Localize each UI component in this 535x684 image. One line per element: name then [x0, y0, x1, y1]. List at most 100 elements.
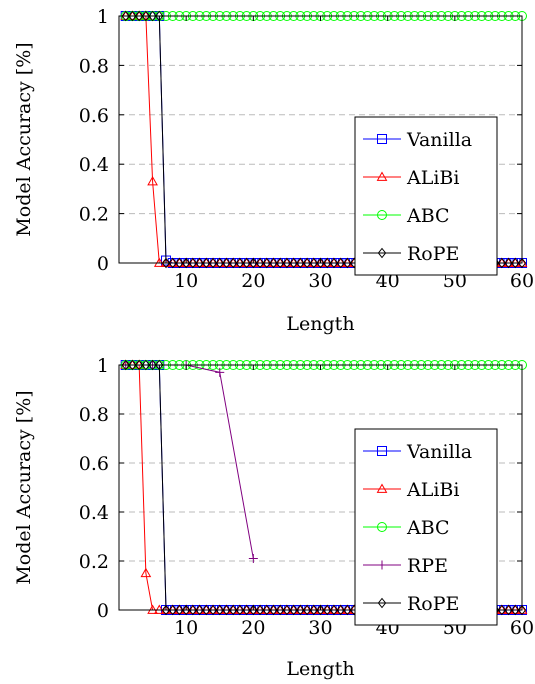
- data-point-rope: [329, 257, 339, 269]
- data-point-alibi: [268, 257, 279, 267]
- legend-label: ALiBi: [406, 479, 459, 501]
- data-point-rope: [148, 10, 157, 22]
- y-tick-label: 0: [97, 253, 109, 275]
- data-point-alibi: [214, 257, 226, 267]
- data-point-rope: [128, 10, 137, 22]
- data-point-alibi: [315, 604, 326, 614]
- x-tick-label: 60: [510, 617, 534, 639]
- y-tick-label: 0.2: [79, 204, 109, 226]
- y-tick-label: 0.4: [79, 502, 109, 524]
- data-point-alibi: [187, 257, 199, 267]
- legend-label: RoPE: [407, 593, 459, 615]
- legend: Vanilla ALiBi ABC RoPE: [354, 116, 498, 276]
- data-point-rope: [208, 257, 218, 269]
- data-point-rope: [168, 257, 177, 269]
- data-point-alibi: [160, 604, 172, 614]
- data-point-rope: [336, 257, 345, 269]
- y-tick-label: 0.6: [79, 105, 109, 127]
- data-point-rope: [202, 604, 211, 616]
- data-point-alibi: [241, 604, 252, 614]
- data-point-alibi: [167, 604, 179, 614]
- data-point-alibi: [335, 257, 347, 267]
- data-point-rope: [168, 604, 177, 616]
- y-tick-label: 0.8: [79, 404, 109, 426]
- data-point-alibi: [274, 604, 286, 614]
- y-tick-label: 0.6: [79, 453, 109, 475]
- data-point-rope: [141, 359, 151, 371]
- data-point-alibi: [214, 604, 226, 614]
- data-point-rope: [255, 604, 265, 616]
- data-point-rope: [215, 257, 224, 269]
- data-point-alibi: [147, 175, 158, 186]
- data-point-alibi: [496, 257, 508, 267]
- legend-label: RoPE: [407, 243, 459, 265]
- data-point-rope: [329, 604, 339, 616]
- data-point-rope: [188, 257, 198, 269]
- data-point-rope: [141, 10, 151, 22]
- data-point-rope: [302, 604, 312, 616]
- data-point-alibi: [221, 257, 232, 267]
- legend-label: ALiBi: [406, 167, 459, 189]
- data-point-alibi: [234, 257, 246, 267]
- data-point-alibi: [509, 257, 521, 267]
- data-point-alibi: [254, 604, 266, 614]
- legend: Vanilla ALiBi ABC RPE RoPE: [354, 428, 498, 626]
- data-point-rpe: [215, 367, 225, 377]
- data-point-rope: [302, 257, 312, 269]
- data-point-alibi: [308, 604, 320, 614]
- data-point-rope: [228, 604, 238, 616]
- data-point-rope: [497, 604, 507, 616]
- data-point-rope: [181, 257, 191, 269]
- data-point-rope: [155, 359, 164, 371]
- y-tick-label: 1: [97, 6, 109, 28]
- data-point-alibi: [288, 257, 299, 267]
- data-point-rope: [262, 604, 272, 616]
- legend-marker-rope: [377, 597, 387, 609]
- data-point-alibi: [516, 257, 528, 267]
- data-point-alibi: [281, 257, 293, 267]
- data-point-rope: [275, 604, 285, 616]
- data-point-rope: [282, 257, 292, 269]
- data-point-rope: [128, 359, 137, 371]
- data-point-rope: [309, 257, 319, 269]
- data-point-alibi: [207, 604, 219, 614]
- x-tick-label: 20: [241, 617, 265, 639]
- data-point-alibi: [328, 257, 340, 267]
- data-point-alibi: [200, 604, 212, 614]
- data-point-alibi: [221, 604, 232, 614]
- data-point-alibi: [174, 257, 185, 267]
- data-point-rope: [148, 359, 157, 371]
- data-point-rope: [309, 604, 319, 616]
- legend-label: ABC: [406, 205, 450, 227]
- data-point-alibi: [247, 257, 259, 267]
- legend-label: Vanilla: [406, 129, 472, 151]
- data-point-alibi: [516, 604, 528, 614]
- data-point-alibi: [207, 257, 219, 267]
- data-point-alibi: [321, 257, 333, 267]
- data-point-rope: [296, 257, 305, 269]
- data-point-rope: [322, 257, 332, 269]
- data-point-alibi: [187, 604, 199, 614]
- data-point-rope: [222, 604, 231, 616]
- data-point-alibi: [315, 257, 326, 267]
- data-point-rope: [343, 604, 352, 616]
- data-point-rope: [242, 604, 251, 616]
- data-point-alibi: [194, 604, 205, 614]
- data-point-alibi: [180, 257, 192, 267]
- x-tick-label: 20: [241, 270, 265, 292]
- data-point-rope: [188, 604, 198, 616]
- data-point-alibi: [153, 257, 165, 267]
- legend-marker-alibi: [376, 171, 388, 181]
- data-point-rope: [255, 257, 265, 269]
- legend-marker-vanilla: [377, 446, 387, 456]
- data-point-alibi: [503, 604, 514, 614]
- data-point-alibi: [160, 257, 172, 267]
- data-point-alibi: [153, 604, 165, 614]
- data-point-alibi: [288, 604, 299, 614]
- y-axis-label: Model Accuracy [%]: [13, 390, 35, 584]
- data-point-alibi: [342, 604, 353, 614]
- x-tick-label: 30: [308, 270, 332, 292]
- data-point-alibi: [194, 257, 205, 267]
- data-point-alibi: [274, 257, 286, 267]
